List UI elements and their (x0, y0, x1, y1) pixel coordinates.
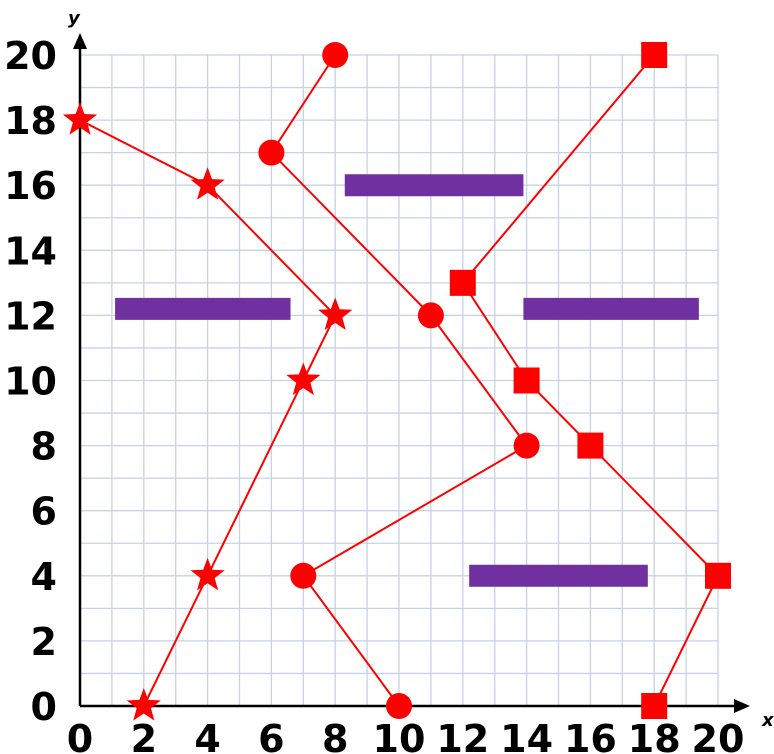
series-layer (62, 42, 731, 721)
x-axis-arrow (734, 699, 750, 713)
series-square (449, 42, 731, 719)
y-tick-label: 6 (31, 490, 57, 534)
y-tick-label: 16 (4, 164, 57, 208)
square-point (513, 367, 540, 394)
x-tick-label: 6 (258, 717, 284, 754)
circle-point (386, 693, 412, 719)
purple-segments (115, 174, 699, 587)
series-line-square (461, 54, 720, 707)
x-tick-label: 18 (628, 717, 681, 754)
circle-point (322, 42, 349, 68)
square-point (641, 693, 668, 719)
star-point (286, 362, 321, 396)
y-tick-label: 8 (31, 425, 57, 469)
x-tick-label: 16 (564, 717, 617, 754)
x-tick-label: 4 (194, 717, 220, 754)
grid (80, 54, 719, 706)
y-tick-label: 20 (4, 34, 57, 78)
y-tick-label: 14 (4, 229, 57, 273)
circle-point (417, 302, 444, 329)
x-tick-label: 0 (67, 717, 93, 754)
series-star (62, 102, 353, 721)
star-point (126, 688, 161, 721)
x-tick-label: 12 (436, 717, 489, 754)
axes (73, 33, 750, 713)
y-axis-arrow (73, 33, 87, 49)
y-tick-label: 10 (4, 360, 57, 404)
x-tick-label: 20 (692, 717, 745, 754)
square-point (449, 269, 476, 296)
y-tick-label: 4 (31, 555, 57, 599)
x-tick-label: 10 (373, 717, 426, 754)
square-point (705, 562, 731, 589)
square-point (641, 42, 668, 68)
y-tick-label: 2 (31, 620, 57, 664)
circle-point (513, 432, 540, 459)
x-tick-label: 14 (500, 717, 553, 754)
x-tick-label: 8 (322, 717, 348, 754)
series-line-star (79, 119, 337, 707)
circle-point (290, 562, 317, 589)
y-tick-label: 18 (4, 99, 57, 143)
star-point (62, 102, 98, 135)
series-line-circle (270, 54, 529, 707)
star-point (190, 557, 225, 591)
square-point (577, 432, 604, 459)
y-tick-label: 0 (31, 685, 57, 729)
series-circle (258, 42, 540, 719)
y-tick-label: 12 (4, 294, 57, 338)
star-point (318, 297, 353, 330)
circle-point (258, 139, 285, 166)
x-tick-label: 2 (131, 717, 157, 754)
star-point (190, 167, 225, 200)
x-axis-label: x (761, 710, 774, 731)
y-axis-label: y (68, 8, 81, 29)
